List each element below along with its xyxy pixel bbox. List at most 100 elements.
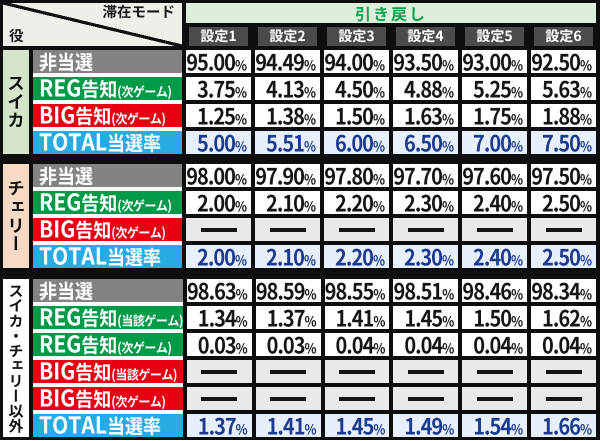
data-cell: 2.50% [531, 243, 596, 270]
cell-value: 2.50 [542, 185, 581, 219]
dash-bar [407, 369, 444, 374]
data-cell [324, 360, 390, 383]
corner-label-mode: 滞在モード [102, 1, 176, 22]
row-label-column: 非当選 REG 告知 (次ゲーム) BIG 告知 (次ゲーム) TOTAL 当選率 [33, 161, 182, 271]
cell-text: 98.59% [256, 277, 317, 306]
row-label-text: BIG 告知 (次ゲーム) [39, 215, 166, 244]
dash-bar [476, 227, 513, 232]
percent-sign: % [235, 282, 248, 305]
data-cell: 98.34% [531, 277, 596, 305]
corner-cell: 滞在モード 役 [3, 3, 182, 46]
cell-text: 98.51% [394, 277, 455, 306]
mode-header: 引き戻し [186, 3, 596, 23]
percent-sign: % [579, 53, 592, 76]
cell-value: 1.38 [266, 98, 305, 132]
cell-value: 1.49 [404, 408, 443, 441]
cell-text: 0.04% [335, 331, 385, 360]
row-label: TOTAL 当選率 [33, 411, 183, 440]
percent-sign: % [510, 80, 523, 103]
data-cell [255, 218, 320, 241]
row-label-kanji: 告知 [75, 215, 112, 244]
data-cell: 4.88% [393, 75, 458, 102]
percent-sign: % [441, 194, 454, 217]
data-cell: 2.20% [324, 189, 389, 217]
cell-value: 93.50 [393, 44, 443, 78]
percent-sign: % [373, 282, 386, 305]
group-1: チェリー 非当選 REG 告知 (次ゲーム) BIG 告知 (次ゲーム) TOTAL 当選率 98.… [3, 161, 596, 271]
cell-value: 97.90 [255, 158, 305, 192]
setting-header-2: 設定2 [258, 27, 317, 46]
cell-value: 94.49 [255, 44, 305, 78]
cell-text: 1.38% [266, 102, 316, 131]
row-label-kanji: 告知 [75, 101, 112, 130]
cell-text: 95.00% [186, 48, 247, 77]
cell-text: 4.88% [404, 75, 454, 104]
percent-sign: % [234, 134, 247, 157]
row-label-latin: REG [39, 299, 82, 333]
cell-value: 2.30 [404, 185, 443, 219]
percent-sign: % [579, 309, 592, 332]
row-label-kanji: 当選率 [107, 411, 162, 440]
cell-value: 97.50 [531, 158, 581, 192]
row-label: BIG 告知 (次ゲーム) [33, 101, 182, 130]
data-cell: 98.00% [186, 162, 251, 189]
row-label-latin: REG [39, 326, 82, 360]
data-cell [393, 218, 458, 241]
data-cell: 1.88% [531, 102, 596, 129]
row-label-subtext: (次ゲーム) [111, 108, 166, 128]
cell-value: 5.25 [473, 71, 512, 105]
cell-text: 2.20% [335, 243, 385, 272]
row-label-subtext: (次ゲーム) [111, 222, 166, 242]
cell-text: 2.40% [473, 189, 523, 218]
percent-sign: % [304, 282, 317, 305]
cell-text: 2.10% [266, 243, 316, 272]
cell-text: 1.41% [267, 412, 317, 441]
row-label: BIG 告知 (当該ゲーム) [33, 357, 183, 386]
row-label-text: TOTAL 当選率 [39, 128, 161, 157]
data-cell: 5.25% [462, 75, 527, 103]
cell-text: 98.46% [462, 277, 523, 306]
cell-value: 2.30 [404, 239, 443, 273]
percent-sign: % [579, 282, 592, 305]
data-cell: 1.75% [462, 102, 527, 129]
cell-value: 2.00 [197, 185, 236, 219]
data-cell [393, 387, 459, 410]
cell-value: 1.63 [404, 98, 443, 132]
percent-sign: % [372, 194, 385, 217]
cell-value: 2.20 [335, 239, 374, 273]
data-cell: 1.37% [255, 304, 321, 331]
setting-header-1: 設定1 [189, 27, 248, 46]
dash-bar [201, 369, 238, 374]
setting-header-row: 設定1 設定2 設定3 設定4 設定5 設定6 [186, 27, 596, 46]
data-cell: 93.00% [462, 48, 527, 75]
cell-text: 93.50% [393, 48, 454, 77]
cell-value: 5.00 [197, 125, 236, 159]
data-cell: 2.10% [255, 189, 320, 216]
percent-sign: % [373, 417, 386, 440]
cell-text: 0.04% [473, 331, 523, 360]
percent-sign: % [235, 417, 248, 440]
data-cell: 1.41% [324, 304, 390, 331]
percent-sign: % [235, 336, 248, 359]
cell-value: 98.51 [393, 273, 444, 307]
cell-value: 1.50 [335, 98, 374, 132]
data-cell [186, 360, 252, 383]
data-cell [186, 218, 251, 241]
cell-text: 97.90% [255, 162, 316, 191]
percent-sign: % [579, 417, 592, 440]
cell-value: 98.00 [186, 158, 236, 192]
data-cell: 0.04% [462, 331, 528, 358]
percent-sign: % [441, 167, 454, 190]
cell-value: 5.63 [542, 71, 581, 105]
row-label-text: REG 告知 (当該ゲーム) [39, 303, 183, 332]
dash-bar [476, 396, 513, 401]
cell-value: 2.00 [197, 239, 236, 273]
data-cell: 1.38% [255, 102, 320, 129]
row-label-subtext: (次ゲーム) [117, 81, 172, 101]
cell-text: 2.30% [404, 243, 454, 272]
cell-text: 93.00% [462, 48, 523, 77]
cell-value: 1.66 [542, 408, 581, 441]
data-cell: 3.75% [186, 75, 251, 102]
data-cell: 5.63% [531, 75, 596, 102]
cell-text: 5.51% [266, 129, 316, 158]
